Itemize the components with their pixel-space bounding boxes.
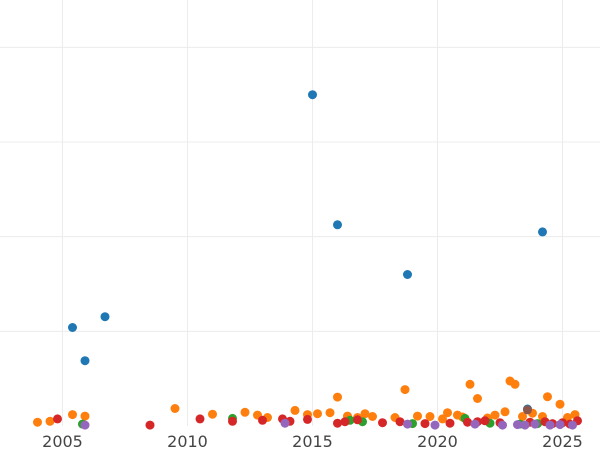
data-point-s1-33 [543, 392, 552, 402]
data-point-s3-13 [420, 419, 430, 429]
data-point-s4-2 [403, 419, 412, 429]
data-point-s4-5 [498, 420, 507, 430]
data-point-s0-4 [333, 220, 342, 230]
data-point-s1-3 [80, 411, 90, 421]
x-tick-label-3: 2020 [417, 432, 458, 450]
data-point-s4-11 [568, 420, 577, 430]
x-tick-label-4: 2025 [542, 432, 583, 450]
data-point-s3-8 [333, 418, 342, 428]
x-axis-tick-labels: 2005 2010 2015 2020 2025 [42, 432, 583, 450]
data-point-s5-0 [523, 405, 532, 415]
data-point-s4-7 [520, 420, 530, 430]
data-point-s0-5 [403, 270, 412, 279]
data-point-s1-1 [45, 416, 55, 426]
data-point-s4-3 [430, 420, 440, 430]
data-point-s1-0 [33, 417, 42, 427]
data-point-s3-4 [258, 415, 267, 425]
data-point-s3-17 [480, 416, 490, 426]
data-point-s1-11 [313, 409, 322, 419]
data-point-s4-1 [280, 418, 290, 428]
data-point-s1-12 [325, 408, 335, 418]
data-point-s3-3 [228, 416, 237, 426]
data-point-s1-19 [413, 411, 422, 421]
data-point-s3-9 [340, 417, 350, 427]
x-tick-label-0: 2005 [42, 432, 83, 450]
data-point-s4-9 [545, 420, 555, 430]
data-point-s3-1 [145, 420, 155, 430]
data-point-s1-24 [465, 379, 475, 389]
data-point-s1-27 [500, 407, 510, 417]
data-point-s1-2 [68, 410, 77, 420]
data-point-s4-0 [80, 420, 90, 430]
data-point-s1-21 [438, 414, 447, 424]
data-point-s1-18 [400, 385, 410, 395]
data-point-s1-38 [453, 410, 462, 420]
data-point-s0-6 [538, 227, 547, 237]
data-point-s3-2 [195, 414, 205, 424]
data-point-s3-0 [53, 414, 62, 424]
data-point-s3-7 [303, 414, 312, 424]
data-point-s1-22 [443, 408, 452, 418]
data-point-s3-15 [463, 417, 472, 427]
data-point-s4-4 [470, 419, 480, 429]
data-point-s1-5 [208, 409, 217, 419]
x-tick-label-2: 2015 [292, 432, 333, 450]
data-point-s1-16 [368, 412, 377, 421]
x-tick-label-1: 2010 [167, 432, 208, 450]
data-point-s3-14 [445, 418, 455, 428]
data-point-s1-34 [555, 399, 565, 409]
data-point-s4-8 [530, 419, 540, 429]
data-point-s4-6 [513, 420, 522, 430]
data-point-s1-4 [170, 404, 180, 413]
data-point-s1-30 [518, 412, 527, 421]
data-point-s1-20 [425, 412, 435, 421]
data-point-s1-29 [510, 379, 520, 389]
data-point-s0-2 [100, 312, 110, 322]
data-point-s1-25 [473, 394, 482, 403]
data-point-s3-12 [395, 417, 405, 427]
data-point-s1-15 [360, 409, 370, 419]
data-point-s1-9 [290, 405, 300, 415]
grid-lines [0, 0, 600, 426]
data-point-s3-11 [378, 418, 387, 428]
data-point-s4-10 [555, 420, 565, 430]
data-points [33, 90, 582, 430]
data-point-s1-13 [333, 392, 342, 402]
data-point-s1-26 [490, 410, 500, 420]
data-point-s0-0 [68, 323, 77, 332]
data-point-s0-1 [80, 356, 90, 366]
data-point-s1-6 [240, 407, 250, 417]
data-point-s0-3 [308, 90, 317, 100]
data-point-s3-10 [353, 415, 362, 425]
